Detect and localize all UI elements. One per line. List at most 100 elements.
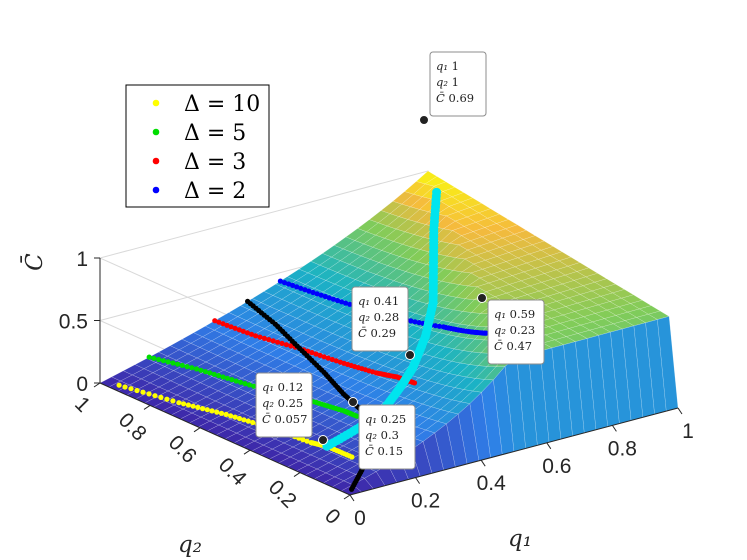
datatip-box: [487, 299, 545, 365]
y-tick: [93, 382, 101, 388]
datatip-line: q₁ 0.12: [262, 380, 303, 394]
series-point: [250, 419, 256, 426]
series-point: [207, 370, 213, 376]
datatip-line: C̄ 0.69: [436, 91, 474, 105]
datatip-var: C̄: [494, 339, 503, 353]
datatip-line: C̄ 0.47: [494, 339, 532, 353]
surface-patch: [594, 278, 617, 288]
datatip-value: 0.12: [274, 380, 303, 394]
legend-label: Δ = 5: [184, 121, 246, 146]
series-1: [146, 354, 360, 419]
series-point: [322, 293, 328, 300]
series-point: [257, 334, 263, 340]
z-tick-label: 1: [76, 248, 88, 271]
series-point: [317, 352, 323, 358]
series-point: [184, 364, 190, 370]
datatip-var: q₂: [365, 428, 377, 442]
series-point: [321, 354, 327, 360]
series-point: [347, 301, 353, 307]
series-point: [204, 407, 210, 413]
surface-patch: [531, 240, 554, 251]
surface-patch: [585, 273, 608, 283]
series-point: [224, 322, 230, 328]
series-point: [313, 351, 319, 357]
series-point: [436, 323, 442, 329]
datatip-value: 0.59: [506, 307, 535, 321]
series-point: [248, 331, 255, 337]
y-tick-label: 0: [320, 504, 345, 529]
legend-marker: [152, 99, 160, 107]
datatip-marker: [477, 293, 487, 303]
series-point: [244, 330, 250, 336]
datatip-value: 0.25: [377, 412, 406, 426]
surface-patch: [460, 197, 483, 208]
y-tick-label: 1: [70, 392, 95, 417]
z-tick-label: 0.5: [59, 311, 88, 334]
series-point: [229, 377, 235, 383]
series-point: [220, 321, 226, 327]
series-point: [318, 292, 324, 298]
series-point: [228, 324, 234, 330]
series-point: [241, 417, 247, 423]
y-axis-label: q₂: [178, 532, 202, 558]
datatip-line: C̄ 0.15: [365, 444, 403, 458]
series-point: [170, 398, 176, 404]
datatip-line: q₁ 1: [436, 59, 459, 73]
datatip-value: 1: [448, 75, 459, 89]
datatip-marker: [419, 115, 429, 125]
series-point: [140, 389, 146, 395]
y-tick-label: 0.2: [264, 476, 301, 513]
series-point: [200, 406, 206, 412]
z-axis-label: C̄: [21, 253, 48, 271]
datatip-line: C̄ 0.29: [358, 326, 396, 340]
datatip-marker: [348, 397, 358, 407]
x-tick: [546, 442, 552, 450]
datatip-line: q₂ 0.23: [494, 323, 535, 337]
surface-patch: [487, 213, 509, 224]
datatip-box: [429, 51, 487, 117]
series-point: [128, 386, 134, 392]
series-point: [354, 413, 360, 419]
series-point: [238, 379, 244, 385]
series-point: [408, 318, 414, 324]
series-point: [198, 367, 204, 373]
series-point: [277, 278, 283, 284]
datatip-0[interactable]: q₁ 1 q₂ 1 C̄ 0.69: [419, 51, 487, 125]
x-tick: [415, 477, 421, 484]
series-point: [176, 400, 182, 406]
datatip-var: q₂: [436, 75, 448, 89]
series-point: [411, 380, 418, 386]
datatip-var: q₁: [436, 59, 448, 73]
series-point: [286, 281, 292, 287]
y-tick: [193, 427, 201, 433]
series-point: [116, 382, 122, 388]
datatip-var: q₂: [262, 396, 274, 410]
series-point: [189, 365, 195, 371]
series-point: [236, 327, 242, 333]
datatip-value: 0.057: [271, 412, 308, 426]
x-tick-label: 0.6: [542, 455, 571, 478]
series-point: [432, 323, 438, 329]
series-point: [283, 342, 289, 348]
series-point: [220, 374, 226, 380]
series-point: [228, 413, 234, 419]
series-point: [288, 343, 294, 349]
series-point: [214, 409, 220, 415]
series-point: [306, 288, 312, 294]
series-point: [242, 381, 248, 387]
series-point: [165, 359, 171, 365]
z-tick-label: 0: [76, 373, 88, 396]
series-point: [266, 337, 272, 343]
series-point: [251, 383, 257, 389]
series-point: [240, 328, 246, 334]
series-point: [270, 338, 276, 344]
surface-patch: [603, 283, 626, 294]
series-point: [179, 362, 185, 368]
datatip-box: [255, 372, 313, 438]
series-point: [202, 369, 208, 375]
